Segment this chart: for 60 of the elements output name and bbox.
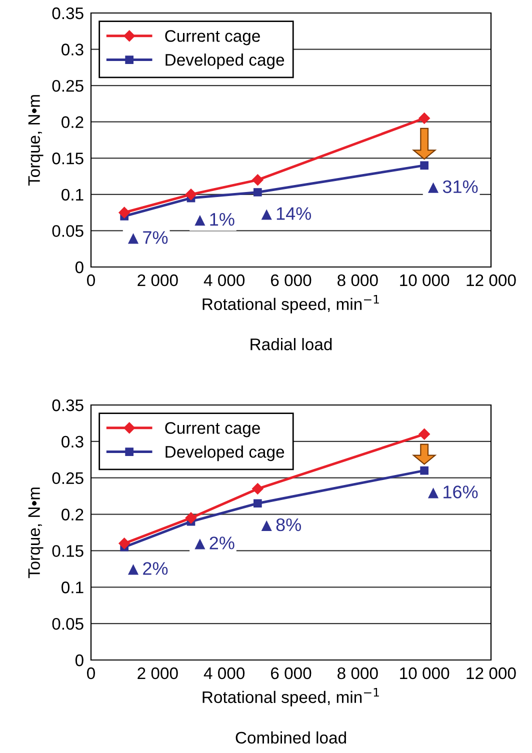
x-axis-title: Rotational speed, min$^{−1}$ xyxy=(202,688,379,706)
point xyxy=(252,483,264,494)
y-tick-label: 0 xyxy=(75,261,84,274)
legend-label: Current cage xyxy=(165,422,260,438)
x-tick-label: 6 000 xyxy=(270,274,312,286)
annotation: ▲1% xyxy=(194,213,234,226)
x-tick-label: 8 000 xyxy=(338,667,378,680)
y-tick-label: 0.35 xyxy=(52,7,84,20)
y-tick-label: 0.15 xyxy=(52,152,84,164)
annotation: ▲2% xyxy=(194,536,234,550)
x-tick-label: 2 000 xyxy=(138,274,178,286)
x-tick-label: 12 000 xyxy=(466,667,516,680)
point xyxy=(118,206,130,218)
point xyxy=(418,112,430,124)
y-axis-title: Torque, N•m xyxy=(28,95,44,186)
y-tick-label: 0.25 xyxy=(52,80,84,92)
x-tick-label: 8 000 xyxy=(338,274,378,286)
x-tick-label: 4 000 xyxy=(204,274,245,286)
point xyxy=(418,428,430,440)
y-tick-label: 0.2 xyxy=(62,116,84,128)
point xyxy=(118,538,130,550)
point xyxy=(420,161,428,170)
x-axis-title: Rotational speed, min$^{−1}$ xyxy=(202,295,379,314)
x-tick-label: 2 000 xyxy=(138,667,178,680)
x-tick-label: 10 000 xyxy=(400,274,450,286)
y-axis-title: Torque, N•m xyxy=(28,488,44,578)
text: Combined load xyxy=(236,731,346,744)
annotation: ▲14% xyxy=(261,207,312,220)
x-tick-label: 10 000 xyxy=(400,667,450,680)
x-tick-label: 0 xyxy=(87,667,95,680)
text: Radial load xyxy=(250,338,332,350)
point xyxy=(254,188,262,196)
legend-label: Developed cage xyxy=(166,54,284,70)
x-tick-label: 4 000 xyxy=(204,667,245,680)
y-tick-label: 0.1 xyxy=(62,188,84,201)
y-tick-label: 0.05 xyxy=(52,618,84,630)
annotation: ▲2% xyxy=(128,562,168,575)
y-tick-label: 0 xyxy=(75,654,84,666)
y-tick-label: 0.15 xyxy=(52,545,84,557)
y-tick-label: 0.3 xyxy=(62,44,84,56)
point xyxy=(185,512,197,524)
annotation: ▲8% xyxy=(261,518,301,532)
y-tick-label: 0.2 xyxy=(62,508,84,520)
y-tick-label: 0.1 xyxy=(62,582,84,594)
y-tick-label: 0.25 xyxy=(52,472,84,484)
point xyxy=(254,499,262,508)
legend-label: Current cage xyxy=(165,30,260,46)
y-tick-label: 0.05 xyxy=(52,225,84,237)
x-tick-label: 0 xyxy=(87,274,95,286)
point xyxy=(420,466,428,475)
x-tick-label: 12 000 xyxy=(466,274,516,286)
point xyxy=(252,174,264,186)
annotation: ▲7% xyxy=(128,231,168,244)
y-tick-label: 0.3 xyxy=(62,436,84,448)
annotation: ▲16% xyxy=(428,486,478,498)
y-tick-label: 0.35 xyxy=(52,399,84,412)
x-tick-label: 6 000 xyxy=(270,667,312,680)
legend-label: Developed cage xyxy=(166,446,284,462)
annotation: ▲31% xyxy=(428,180,478,194)
point xyxy=(185,188,197,200)
